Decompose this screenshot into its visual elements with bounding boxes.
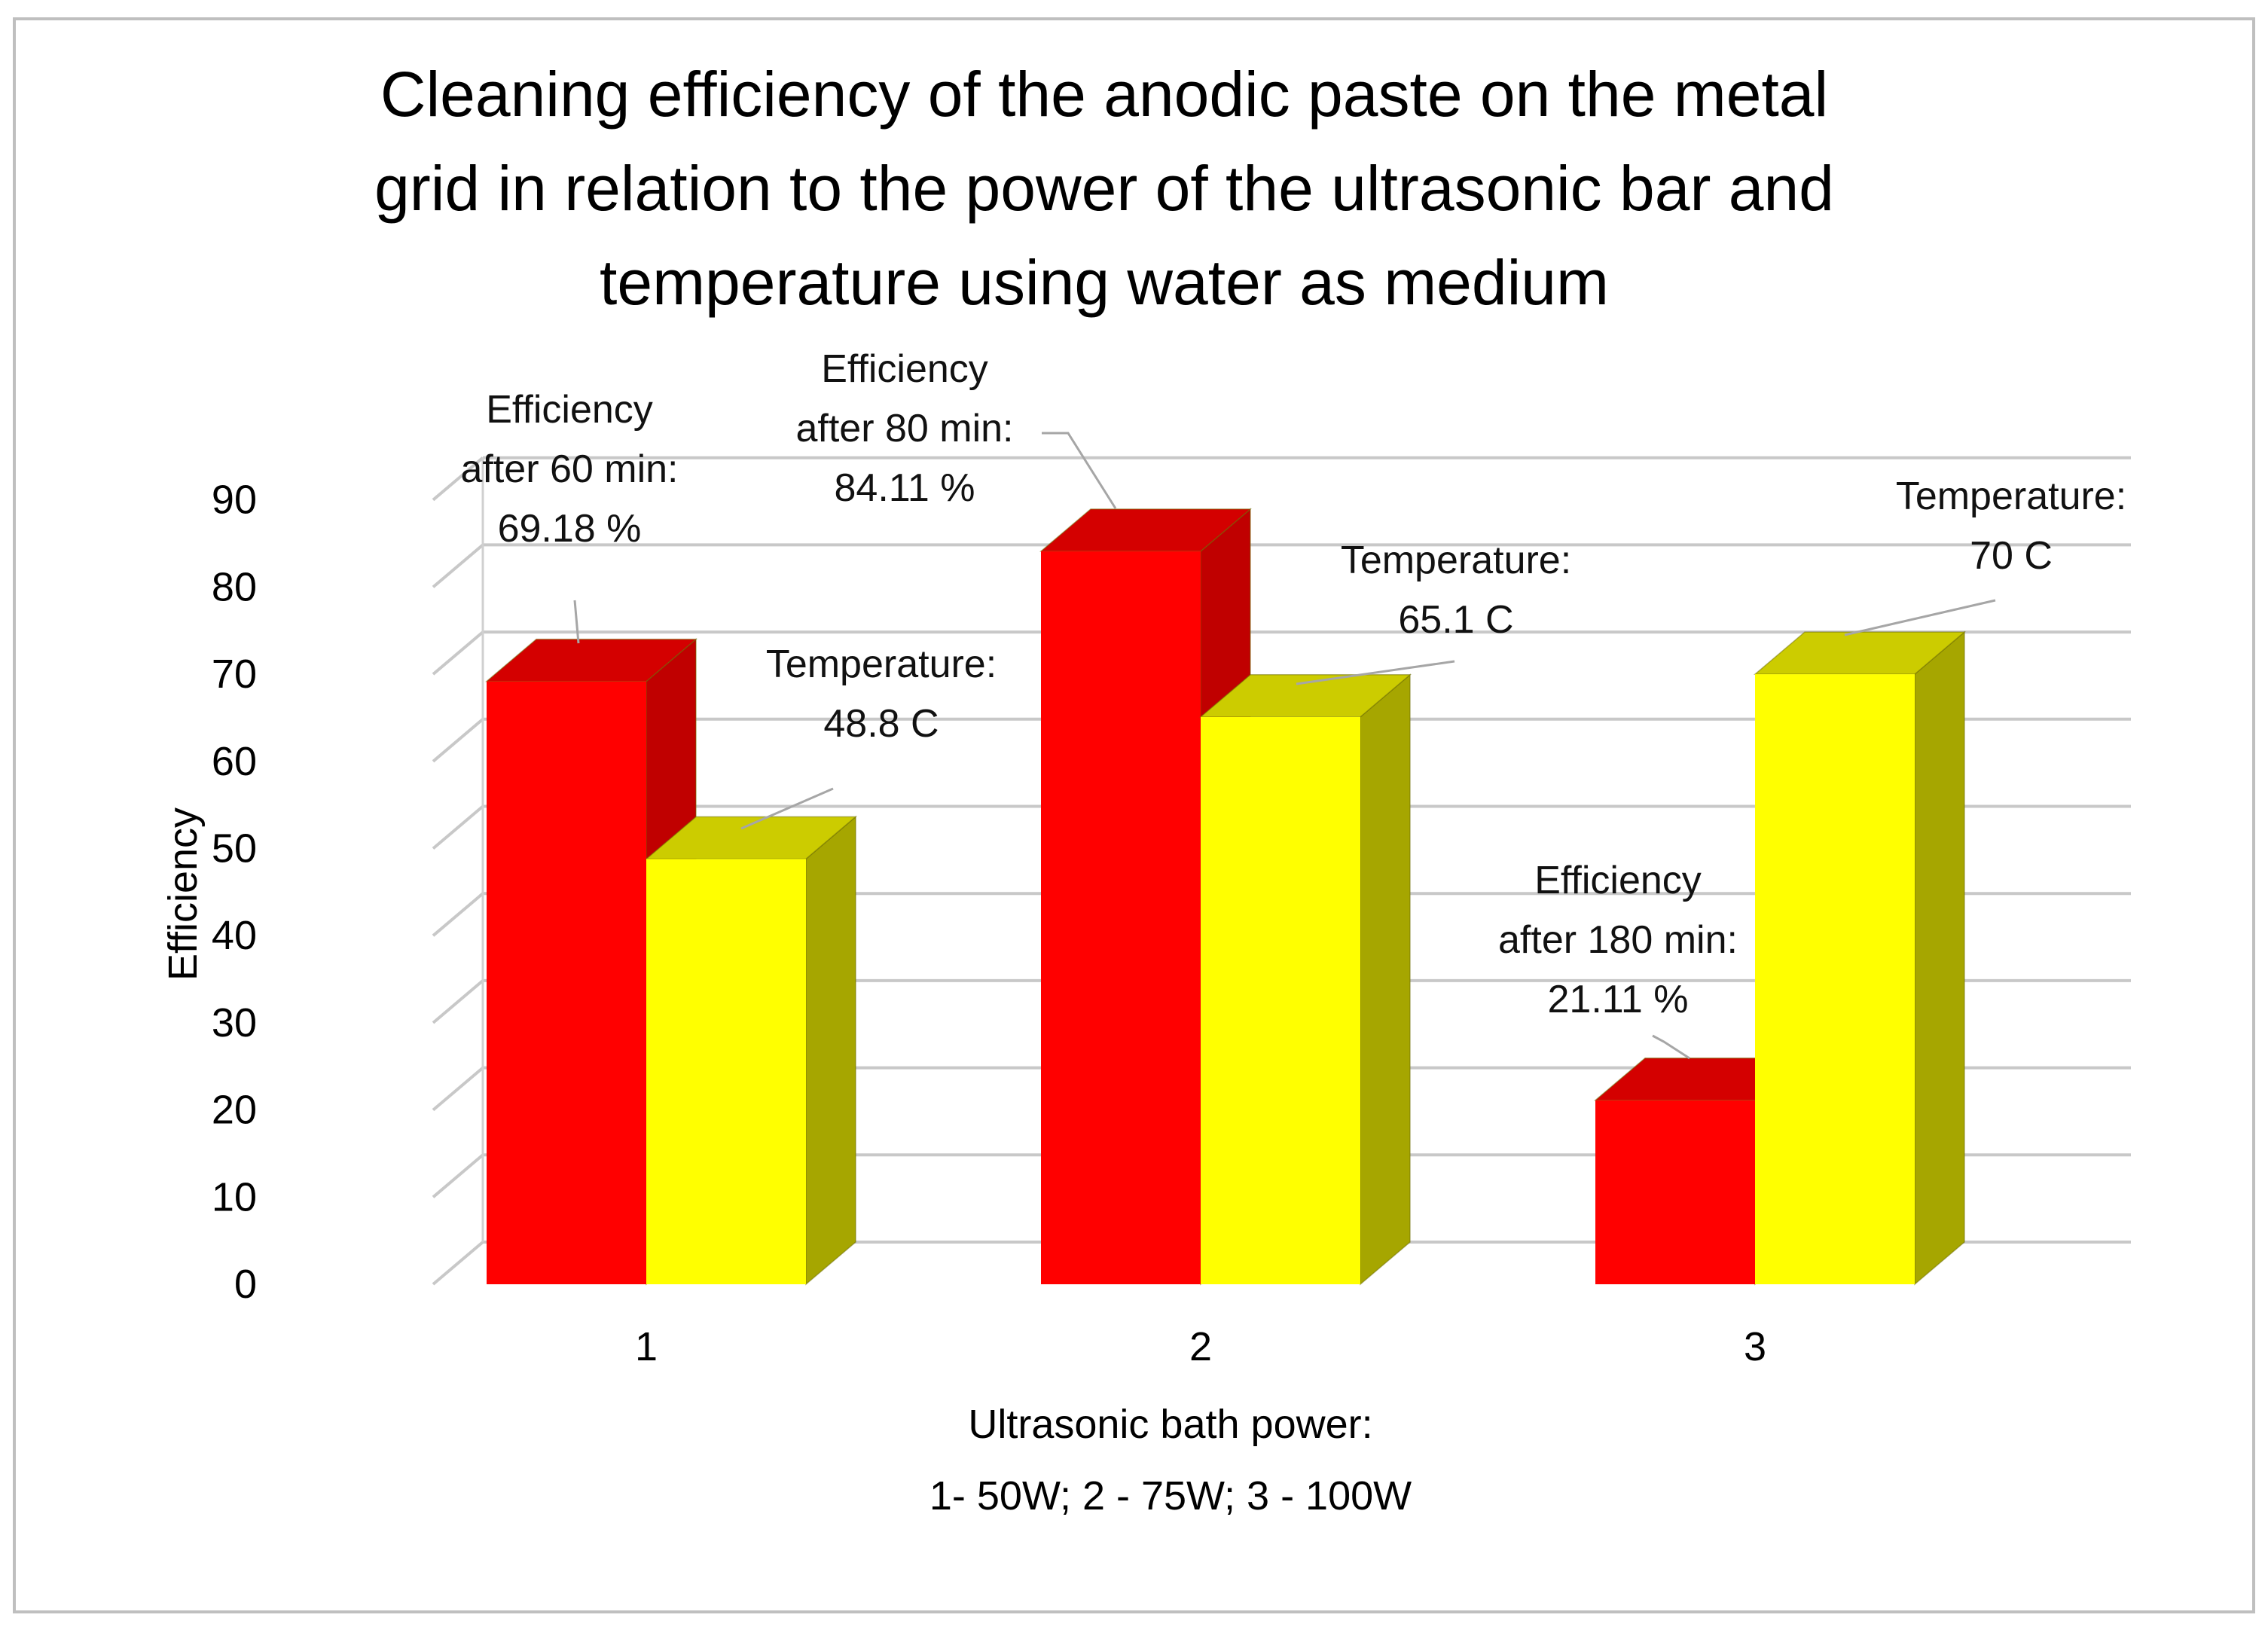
- bar-front: [487, 681, 646, 1284]
- data-label-line: 70 C: [1970, 534, 2053, 578]
- grid-line-depth: [432, 456, 484, 502]
- grid-line-depth: [432, 543, 484, 588]
- grid-line-depth: [432, 804, 484, 850]
- y-tick-label: 70: [212, 652, 257, 697]
- y-tick-label: 40: [212, 913, 257, 958]
- data-label-line: after 60 min:: [460, 447, 678, 491]
- grid-line-depth: [432, 979, 484, 1024]
- grid-line-depth: [432, 718, 484, 763]
- bar-temperature-1: [644, 815, 858, 1286]
- data-label-temperature-2: Temperature: 65.1 C: [1296, 539, 1571, 685]
- data-label-efficiency-2: Efficiency after 80 min: 84.11 %: [795, 347, 1117, 510]
- y-tick-label: 10: [212, 1174, 257, 1219]
- chart-title-line: temperature using water as medium: [600, 247, 1609, 318]
- data-label-line: after 180 min:: [1498, 918, 1738, 962]
- x-tick-label: 2: [1189, 1324, 1212, 1369]
- y-tick-label: 80: [212, 564, 257, 609]
- bar-efficiency-1: [484, 637, 698, 1286]
- grid-line-depth: [432, 1153, 484, 1198]
- leader-line: [1042, 432, 1117, 509]
- chart-title-line: Cleaning efficiency of the anodic paste …: [380, 59, 1828, 130]
- leader-line: [573, 600, 580, 644]
- grid-line-depth: [432, 1067, 484, 1112]
- data-label-line: Temperature:: [766, 643, 997, 686]
- leader-line: [1844, 599, 1996, 636]
- y-tick-label: 30: [212, 1000, 257, 1045]
- x-axis-label-line: Ultrasonic bath power:: [968, 1402, 1372, 1447]
- chart-svg: Cleaning efficiency of the anodic paste …: [160, 59, 2131, 1519]
- chart-frame: Cleaning efficiency of the anodic paste …: [13, 17, 2255, 1613]
- y-tick-label: 50: [212, 826, 257, 871]
- x-tick-labels: 1 2 3: [635, 1324, 1766, 1369]
- y-axis-label: Efficiency: [160, 807, 206, 981]
- data-label-line: Temperature:: [1341, 539, 1571, 582]
- data-label-line: 48.8 C: [823, 702, 939, 746]
- data-label-line: Efficiency: [1534, 859, 1702, 902]
- x-tick-label: 1: [635, 1324, 658, 1369]
- bar-front: [646, 859, 806, 1284]
- y-tick-label: 60: [212, 739, 257, 784]
- chart-title-line: grid in relation to the power of the ult…: [374, 153, 1834, 224]
- data-label-line: 69.18 %: [498, 507, 642, 551]
- data-label-temperature-3: Temperature: 70 C: [1844, 475, 2126, 636]
- x-axis-label-line: 1- 50W; 2 - 75W; 3 - 100W: [929, 1473, 1412, 1519]
- chart-title: Cleaning efficiency of the anodic paste …: [374, 59, 1834, 318]
- y-tick-label: 20: [212, 1088, 257, 1133]
- grid-line-depth: [432, 892, 484, 937]
- x-tick-label: 3: [1744, 1324, 1766, 1369]
- data-label-line: Efficiency: [821, 347, 988, 391]
- data-label-efficiency-3: Efficiency after 180 min: 21.11 %: [1498, 859, 1738, 1060]
- grid-line-depth: [432, 1241, 484, 1286]
- bar-temperature-2: [1198, 673, 1412, 1286]
- y-tick-label: 90: [212, 478, 257, 523]
- bar-side: [805, 815, 856, 1286]
- bars: [484, 508, 1967, 1286]
- data-label-line: 65.1 C: [1398, 598, 1513, 642]
- bar-front: [1041, 551, 1201, 1284]
- bar-front: [1755, 674, 1915, 1284]
- leader-line: [740, 787, 834, 830]
- data-label-line: 84.11 %: [835, 466, 975, 510]
- data-label-line: Efficiency: [486, 388, 653, 432]
- x-axis-label: Ultrasonic bath power: 1- 50W; 2 - 75W; 3…: [929, 1402, 1412, 1519]
- data-label-line: Temperature:: [1896, 475, 2126, 518]
- bar-side: [1360, 673, 1411, 1286]
- data-label-efficiency-1: Efficiency after 60 min: 69.18 %: [460, 388, 679, 644]
- grid-line-depth: [432, 630, 484, 676]
- leader-line: [1296, 660, 1455, 685]
- y-tick-labels: 0 10 20 30 40 50 60 70 80 90: [212, 478, 257, 1307]
- bar-front: [1595, 1100, 1755, 1284]
- data-label-line: 21.11 %: [1548, 978, 1689, 1021]
- data-label-temperature-1: Temperature: 48.8 C: [740, 643, 997, 830]
- leader-line: [1652, 1034, 1690, 1060]
- bar-side: [1914, 630, 1965, 1286]
- bar-temperature-3: [1753, 630, 1967, 1286]
- bar-front: [1201, 716, 1360, 1284]
- data-label-line: after 80 min:: [795, 407, 1013, 450]
- y-tick-label: 0: [234, 1262, 257, 1307]
